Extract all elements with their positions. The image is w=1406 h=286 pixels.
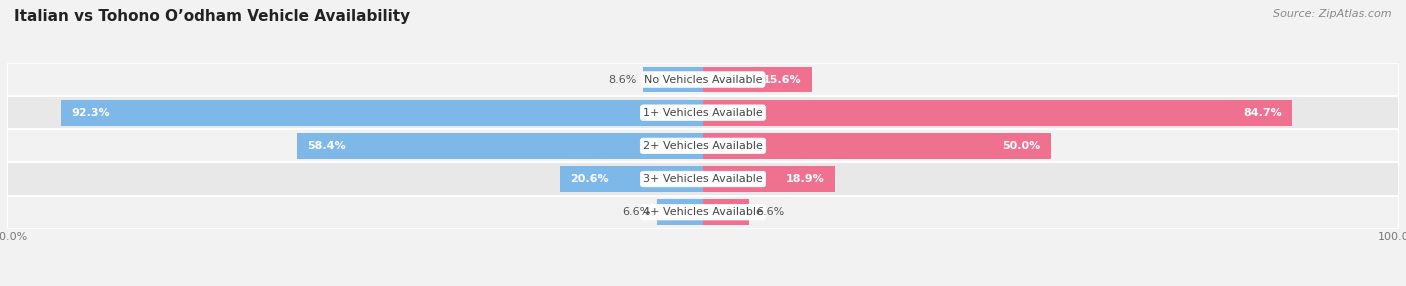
Bar [703, 133, 1052, 159]
Text: 4+ Vehicles Available: 4+ Vehicles Available [643, 207, 763, 217]
Text: 6.6%: 6.6% [756, 207, 785, 217]
Bar [703, 166, 835, 192]
Bar [7, 162, 1399, 196]
Text: 2+ Vehicles Available: 2+ Vehicles Available [643, 141, 763, 151]
Text: Source: ZipAtlas.com: Source: ZipAtlas.com [1274, 9, 1392, 19]
Text: 18.9%: 18.9% [786, 174, 824, 184]
Text: 92.3%: 92.3% [72, 108, 110, 118]
Bar [643, 67, 703, 92]
Bar [7, 196, 1399, 229]
Text: 3+ Vehicles Available: 3+ Vehicles Available [643, 174, 763, 184]
Text: 20.6%: 20.6% [569, 174, 609, 184]
Bar [560, 166, 703, 192]
Text: 15.6%: 15.6% [762, 75, 801, 84]
Text: 6.6%: 6.6% [621, 207, 650, 217]
Text: 8.6%: 8.6% [607, 75, 636, 84]
Text: 58.4%: 58.4% [307, 141, 346, 151]
Text: 50.0%: 50.0% [1002, 141, 1040, 151]
Text: 84.7%: 84.7% [1243, 108, 1282, 118]
Text: 1+ Vehicles Available: 1+ Vehicles Available [643, 108, 763, 118]
Text: Italian vs Tohono O’odham Vehicle Availability: Italian vs Tohono O’odham Vehicle Availa… [14, 9, 411, 23]
Bar [703, 67, 811, 92]
Bar [7, 96, 1399, 129]
Bar [297, 133, 703, 159]
Bar [7, 129, 1399, 162]
Bar [703, 199, 749, 225]
Bar [657, 199, 703, 225]
Bar [7, 63, 1399, 96]
Bar [703, 100, 1292, 126]
Bar [60, 100, 703, 126]
Text: No Vehicles Available: No Vehicles Available [644, 75, 762, 84]
